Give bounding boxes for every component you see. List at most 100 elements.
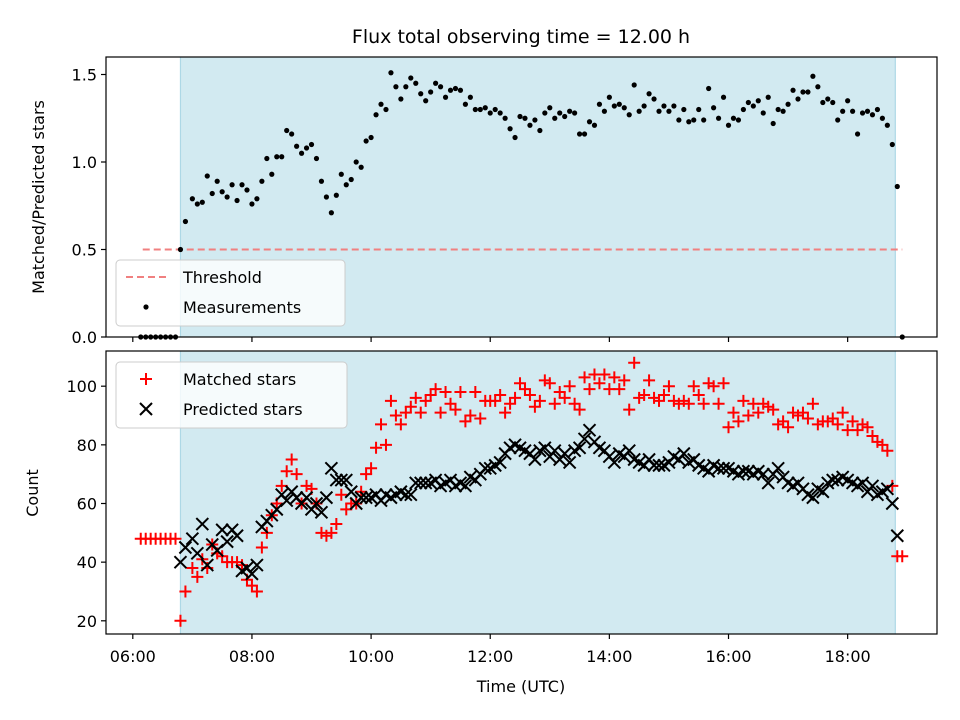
measurement-point bbox=[294, 143, 300, 149]
matched-star-point bbox=[429, 383, 442, 396]
predicted-star-point bbox=[577, 432, 592, 446]
predicted-star-point bbox=[572, 441, 587, 455]
bottom-x-ticks: 06:00 08:00 10:00 12:00 14:00 16:00 18:00 bbox=[110, 634, 871, 666]
chart-title: Flux total observing time = 12.00 h bbox=[352, 26, 690, 48]
measurement-point bbox=[542, 110, 548, 116]
predicted-star-point bbox=[890, 529, 904, 543]
measurement-point bbox=[830, 99, 836, 106]
measurement-point bbox=[725, 122, 732, 128]
predicted-star-point bbox=[548, 444, 562, 458]
measurement-point bbox=[646, 91, 652, 97]
measurement-point bbox=[676, 117, 682, 123]
matched-star-point bbox=[290, 468, 303, 481]
measurement-point bbox=[701, 117, 707, 123]
measurement-point bbox=[815, 84, 821, 90]
measurement-point bbox=[596, 101, 603, 107]
matched-star-point bbox=[628, 356, 641, 369]
measurement-point bbox=[562, 113, 568, 120]
predicted-star-point bbox=[716, 461, 731, 476]
measurement-point bbox=[527, 122, 533, 128]
measurement-point bbox=[323, 194, 330, 200]
x-axis-label: Time (UTC) bbox=[476, 677, 565, 696]
measurement-point bbox=[601, 108, 608, 114]
matched-star-point bbox=[449, 403, 462, 416]
measurement-point bbox=[760, 110, 766, 116]
measurement-point bbox=[800, 89, 806, 95]
bottom-axes-frame bbox=[105, 350, 938, 635]
measurement-point bbox=[636, 108, 642, 114]
matched-star-point bbox=[643, 374, 656, 387]
matched-star-point bbox=[593, 377, 606, 390]
measurement-point bbox=[859, 110, 866, 116]
matched-star-point bbox=[767, 403, 780, 416]
y-tick-label: 80 bbox=[77, 436, 97, 455]
matched-star-point bbox=[697, 397, 710, 410]
x-tick-label: 10:00 bbox=[348, 647, 394, 666]
measurement-point bbox=[532, 117, 538, 123]
measurement-point bbox=[666, 108, 672, 114]
measurement-point bbox=[492, 106, 498, 113]
measurement-point bbox=[497, 110, 503, 116]
predicted-star-point bbox=[652, 458, 666, 473]
predicted-star-point bbox=[250, 558, 264, 572]
predicted-star-points bbox=[173, 423, 904, 581]
measurement-point bbox=[691, 117, 697, 123]
matched-star-point bbox=[831, 418, 844, 431]
predicted-star-point bbox=[826, 473, 840, 487]
measurement-point bbox=[576, 131, 583, 137]
top-y-axis-label: Matched/Predicted stars bbox=[29, 100, 48, 294]
measurement-point bbox=[567, 108, 573, 114]
predicted-star-point bbox=[677, 446, 691, 461]
matched-star-point bbox=[742, 409, 755, 422]
x-tick-label: 06:00 bbox=[110, 647, 156, 666]
predicted-star-point bbox=[880, 482, 895, 496]
bottom-panel: 20 40 60 80 100 06:00 08:00 10:00 12:00 14:00 16:… bbox=[23, 350, 938, 696]
matched-star-point bbox=[285, 453, 298, 466]
x-tick-label: 16:00 bbox=[705, 647, 751, 666]
measurement-point bbox=[209, 190, 215, 197]
measurement-point bbox=[795, 96, 801, 102]
measurement-point bbox=[894, 183, 900, 190]
y-tick-label: 0.0 bbox=[72, 328, 97, 347]
measurement-point bbox=[854, 131, 861, 137]
measurement-point bbox=[477, 106, 483, 113]
measurement-point bbox=[182, 218, 189, 225]
measurement-point bbox=[194, 201, 200, 207]
measurement-point bbox=[805, 89, 811, 95]
measurement-point bbox=[224, 194, 230, 200]
measurement-point bbox=[557, 110, 563, 116]
top-x-ticks bbox=[132, 337, 849, 342]
measurement-point bbox=[740, 106, 746, 113]
measurement-point bbox=[279, 154, 285, 160]
measurement-point bbox=[452, 85, 459, 92]
matched-star-point bbox=[174, 614, 187, 627]
measurement-point bbox=[770, 120, 776, 127]
matched-star-point bbox=[414, 406, 427, 419]
measurement-point bbox=[259, 178, 265, 184]
measurement-point bbox=[864, 108, 871, 114]
measurement-point bbox=[219, 189, 225, 195]
measurement-point bbox=[835, 117, 841, 123]
measurement-point bbox=[507, 126, 513, 132]
legend-threshold-label: Threshold bbox=[182, 268, 262, 287]
predicted-star-point bbox=[334, 473, 349, 487]
matched-star-point bbox=[533, 394, 546, 407]
measurement-point bbox=[289, 131, 295, 137]
predicted-star-point bbox=[190, 546, 205, 561]
predicted-star-point bbox=[324, 461, 339, 476]
predicted-star-point bbox=[528, 452, 542, 467]
matched-star-point bbox=[464, 409, 477, 422]
matched-star-point bbox=[836, 406, 849, 419]
bottom-legend: Matched stars Predicted stars bbox=[115, 361, 348, 429]
measurement-point bbox=[820, 99, 826, 106]
matched-star-point bbox=[236, 559, 249, 572]
y-tick-label: 1.5 bbox=[72, 66, 97, 85]
measurement-point bbox=[790, 87, 796, 93]
matched-star-point bbox=[543, 377, 556, 390]
measurement-point bbox=[358, 164, 364, 170]
matched-star-point bbox=[717, 377, 730, 390]
measurement-point bbox=[204, 173, 210, 179]
matched-star-point bbox=[474, 412, 487, 425]
predicted-star-point bbox=[399, 487, 413, 502]
predicted-star-point bbox=[622, 444, 636, 458]
